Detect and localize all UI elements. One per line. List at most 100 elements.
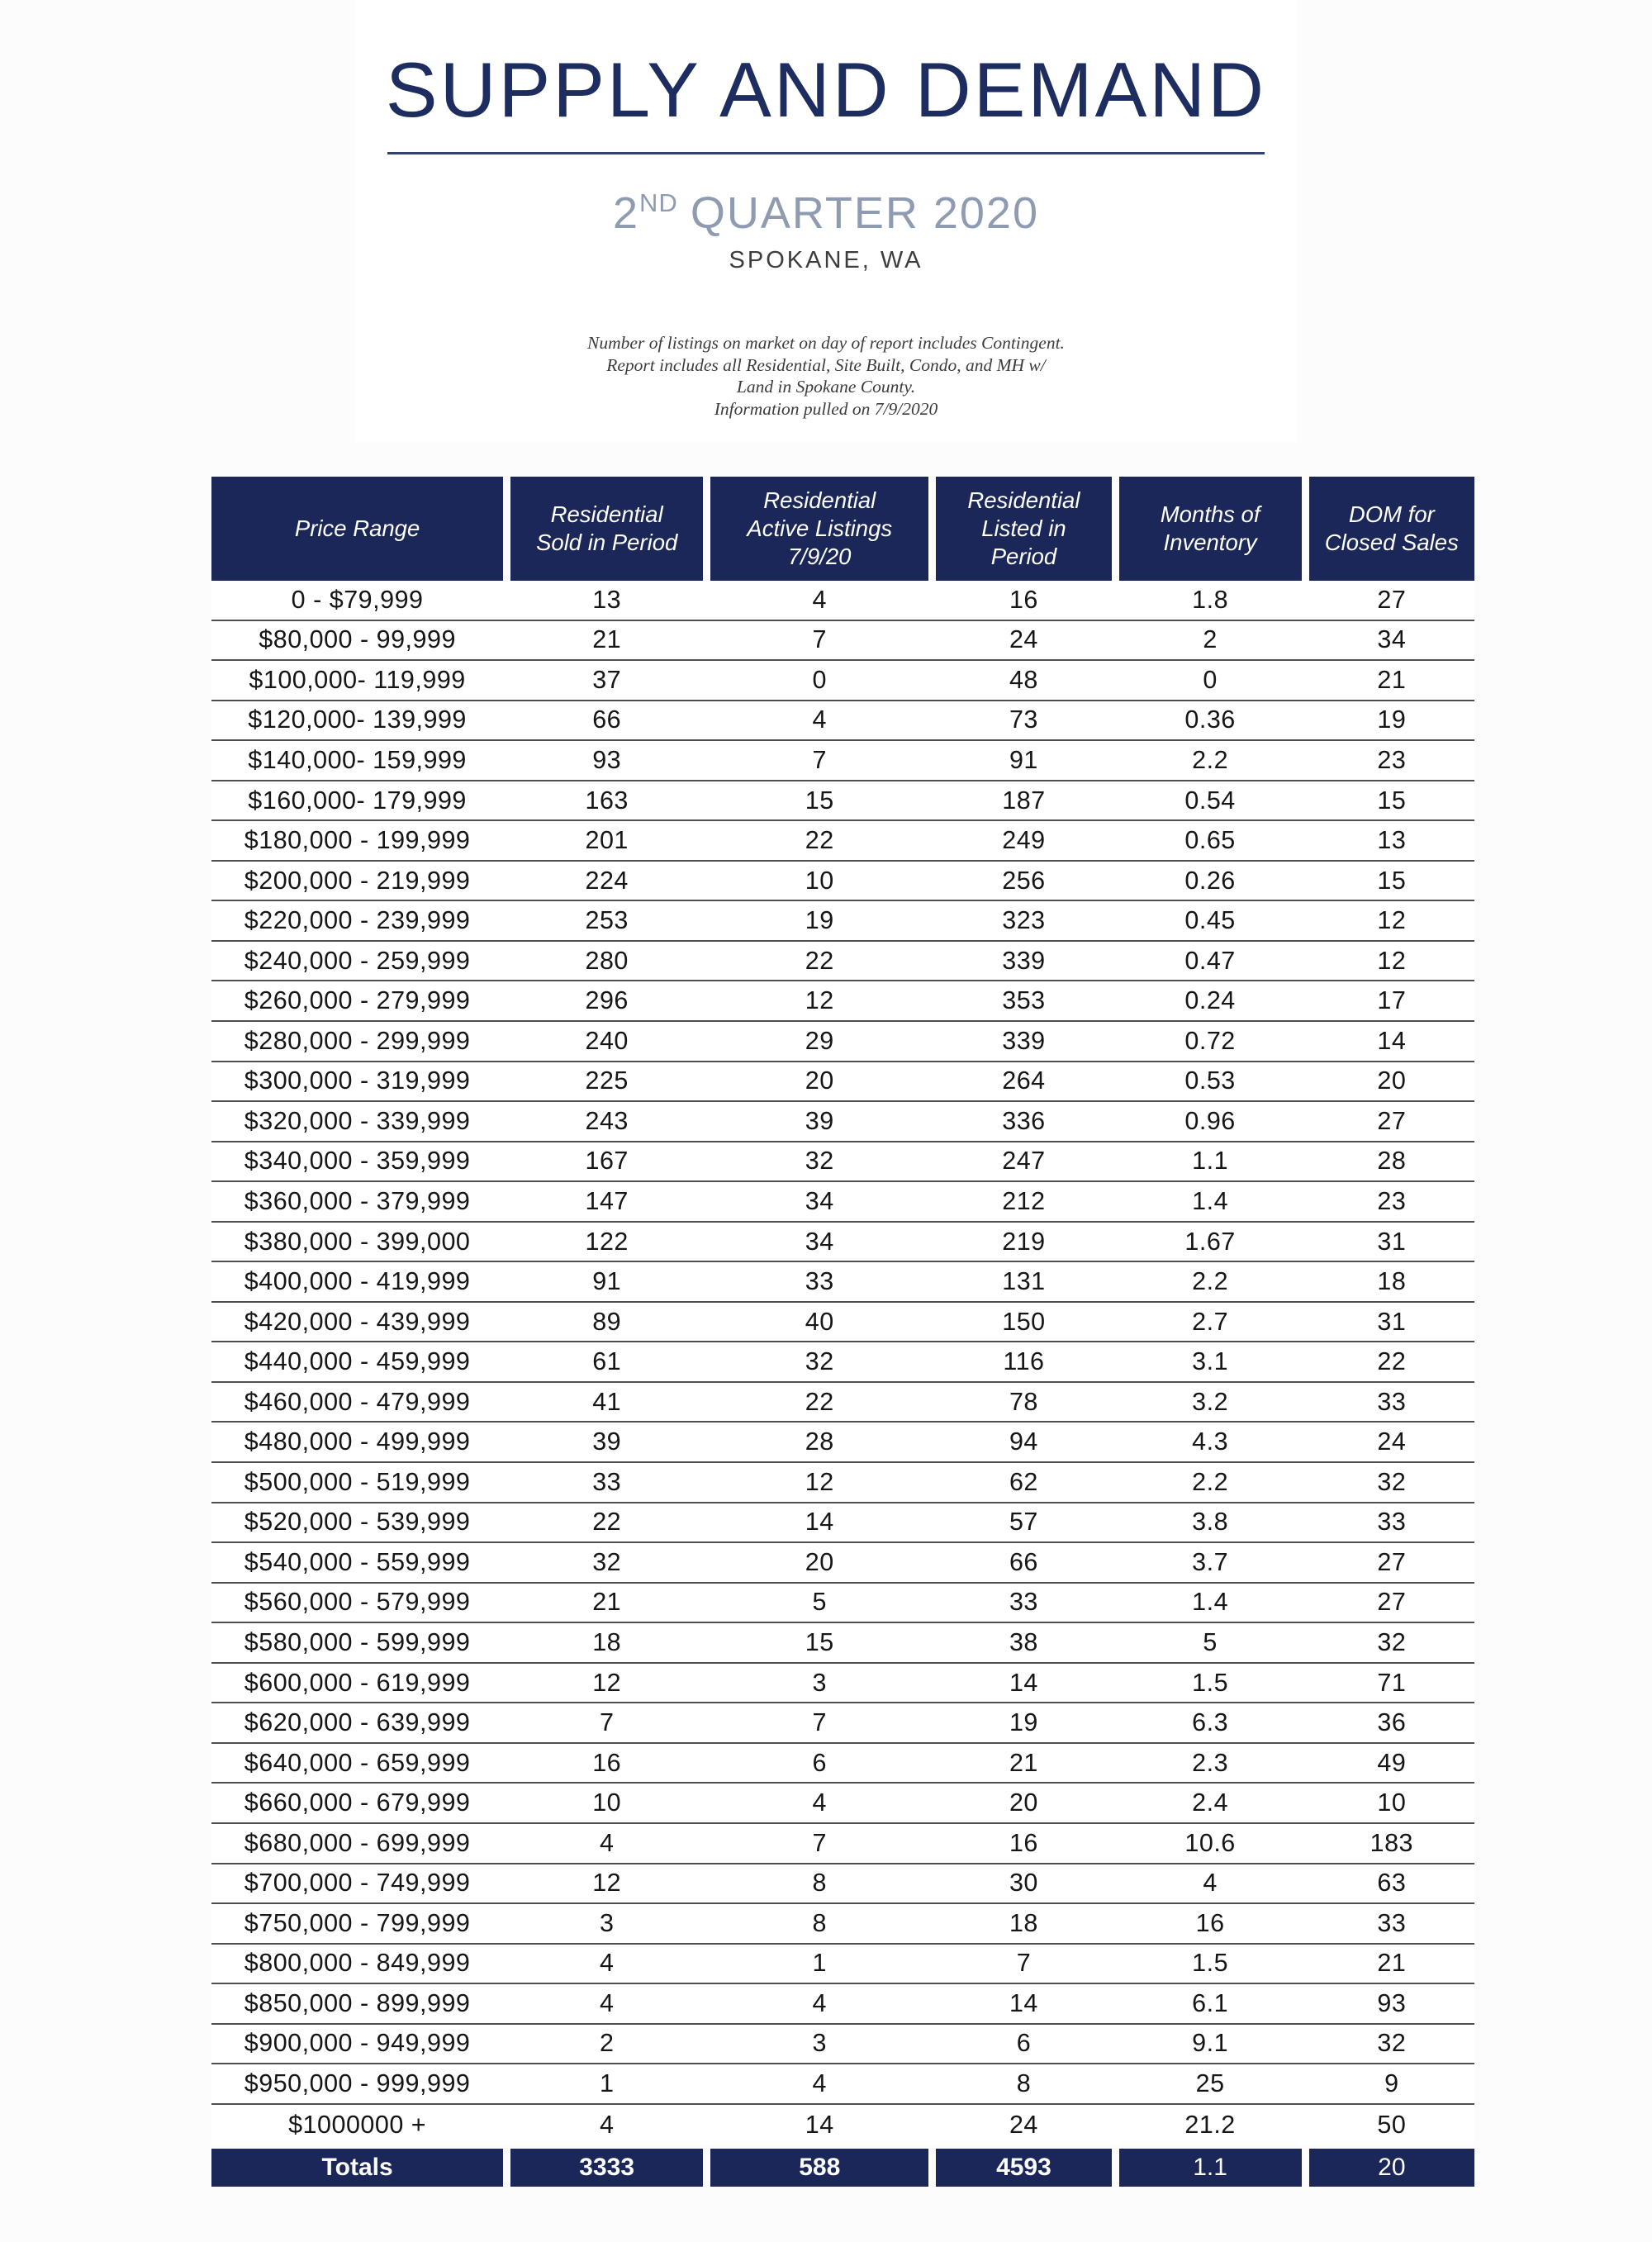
price-range-cell: $140,000- 159,999 xyxy=(248,745,467,774)
months-inventory-cell: 0.24 xyxy=(1184,986,1236,1015)
active-listings-cell: 19 xyxy=(805,906,834,935)
sold-cell: 224 xyxy=(585,866,629,895)
table-row: $300,000 - 319,999 225 20 264 0.53 20 xyxy=(211,1062,1474,1103)
sold-cell: 89 xyxy=(592,1307,622,1336)
sold-cell: 280 xyxy=(585,946,629,975)
table-row: $120,000- 139,999 66 4 73 0.36 19 xyxy=(211,701,1474,742)
listed-cell: 7 xyxy=(1016,1949,1032,1978)
listed-cell: 6 xyxy=(1016,2029,1032,2058)
active-listings-cell: 39 xyxy=(805,1106,834,1135)
listed-cell: 339 xyxy=(1002,946,1046,975)
dom-cell: 21 xyxy=(1377,1949,1407,1978)
sold-cell: 1 xyxy=(599,2069,615,2097)
sold-cell: 122 xyxy=(585,1227,629,1256)
sold-cell: 18 xyxy=(592,1627,622,1656)
sold-cell: 147 xyxy=(585,1186,629,1215)
months-inventory-cell: 0.47 xyxy=(1184,946,1236,975)
table-row: $220,000 - 239,999 253 19 323 0.45 12 xyxy=(211,901,1474,942)
sold-cell: 33 xyxy=(592,1467,622,1496)
price-range-cell: $100,000- 119,999 xyxy=(249,665,466,694)
months-inventory-cell: 21.2 xyxy=(1184,2110,1236,2139)
totals-months-inventory: 1.1 xyxy=(1118,2149,1302,2187)
price-range-cell: $380,000 - 399,000 xyxy=(244,1227,471,1256)
active-listings-cell: 1 xyxy=(812,1949,827,1978)
dom-cell: 18 xyxy=(1377,1267,1407,1296)
price-range-cell: $460,000 - 479,999 xyxy=(244,1387,471,1416)
listed-cell: 19 xyxy=(1009,1708,1038,1737)
price-range-cell: $280,000 - 299,999 xyxy=(244,1026,471,1055)
dom-cell: 33 xyxy=(1377,1908,1407,1937)
listed-cell: 73 xyxy=(1009,705,1038,734)
active-listings-cell: 32 xyxy=(805,1347,834,1376)
months-inventory-cell: 0 xyxy=(1203,665,1218,694)
price-range-cell: $200,000 - 219,999 xyxy=(244,866,471,895)
active-listings-cell: 33 xyxy=(805,1267,834,1296)
active-listings-cell: 22 xyxy=(805,946,834,975)
sold-cell: 296 xyxy=(585,986,629,1015)
table-row: $660,000 - 679,999 10 4 20 2.4 10 xyxy=(211,1784,1474,1824)
table-row: $600,000 - 619,999 12 3 14 1.5 71 xyxy=(211,1663,1474,1704)
sold-cell: 16 xyxy=(592,1748,622,1777)
months-inventory-cell: 2.2 xyxy=(1192,1267,1229,1296)
active-listings-cell: 7 xyxy=(812,1828,827,1857)
price-range-cell: $800,000 - 849,999 xyxy=(244,1949,471,1978)
listed-cell: 336 xyxy=(1002,1106,1046,1135)
price-range-cell: $850,000 - 899,999 xyxy=(244,1988,471,2017)
table-row: $750,000 - 799,999 3 8 18 16 33 xyxy=(211,1904,1474,1945)
dom-cell: 33 xyxy=(1377,1387,1407,1416)
table-row: $280,000 - 299,999 240 29 339 0.72 14 xyxy=(211,1022,1474,1062)
dom-cell: 183 xyxy=(1370,1828,1414,1857)
listed-cell: 62 xyxy=(1009,1467,1038,1496)
listed-cell: 187 xyxy=(1002,786,1046,815)
sold-cell: 2 xyxy=(599,2029,615,2058)
active-listings-cell: 15 xyxy=(805,786,834,815)
sold-cell: 253 xyxy=(585,906,629,935)
table-row: 0 - $79,999 13 4 16 1.8 27 xyxy=(211,581,1474,621)
table-row: $700,000 - 749,999 12 8 30 4 63 xyxy=(211,1864,1474,1905)
months-inventory-cell: 4.3 xyxy=(1192,1427,1229,1456)
report-note: Number of listings on market on day of r… xyxy=(587,333,1065,419)
header-active-listings: Residential Active Listings 7/9/20 xyxy=(710,477,929,581)
months-inventory-cell: 4 xyxy=(1203,1869,1218,1898)
table-body: 0 - $79,999 13 4 16 1.8 27 $80,000 - 99,999 21 7… xyxy=(211,581,1474,2145)
active-listings-cell: 7 xyxy=(812,1708,827,1737)
months-inventory-cell: 6.3 xyxy=(1192,1708,1229,1737)
dom-cell: 20 xyxy=(1377,1066,1407,1095)
sold-cell: 163 xyxy=(585,786,629,815)
table-row: $180,000 - 199,999 201 22 249 0.65 13 xyxy=(211,821,1474,862)
dom-cell: 31 xyxy=(1377,1307,1407,1336)
sold-cell: 10 xyxy=(592,1788,622,1817)
months-inventory-cell: 3.1 xyxy=(1192,1347,1229,1376)
sold-cell: 41 xyxy=(592,1387,622,1416)
price-range-cell: $340,000 - 359,999 xyxy=(244,1147,471,1176)
price-range-cell: $580,000 - 599,999 xyxy=(244,1627,471,1656)
listed-cell: 48 xyxy=(1009,665,1038,694)
price-range-cell: $180,000 - 199,999 xyxy=(244,826,471,855)
totals-sold: 3333 xyxy=(510,2149,704,2187)
dom-cell: 15 xyxy=(1377,866,1407,895)
sold-cell: 66 xyxy=(592,705,622,734)
dom-cell: 49 xyxy=(1377,1748,1407,1777)
dom-cell: 32 xyxy=(1377,1627,1407,1656)
sold-cell: 12 xyxy=(592,1668,622,1697)
report-location: SPOKANE, WA xyxy=(729,247,923,273)
months-inventory-cell: 1.5 xyxy=(1192,1668,1229,1697)
active-listings-cell: 3 xyxy=(812,1668,827,1697)
sold-cell: 22 xyxy=(592,1508,622,1537)
months-inventory-cell: 0.26 xyxy=(1184,866,1236,895)
months-inventory-cell: 5 xyxy=(1203,1627,1218,1656)
price-range-cell: $500,000 - 519,999 xyxy=(244,1467,471,1496)
table-row: $580,000 - 599,999 18 15 38 5 32 xyxy=(211,1623,1474,1664)
sold-cell: 225 xyxy=(585,1066,629,1095)
dom-cell: 10 xyxy=(1377,1788,1407,1817)
active-listings-cell: 4 xyxy=(812,1988,827,2017)
dom-cell: 32 xyxy=(1377,1467,1407,1496)
active-listings-cell: 20 xyxy=(805,1066,834,1095)
price-range-cell: $520,000 - 539,999 xyxy=(244,1508,471,1537)
dom-cell: 31 xyxy=(1377,1227,1407,1256)
months-inventory-cell: 10.6 xyxy=(1184,1828,1236,1857)
listed-cell: 339 xyxy=(1002,1026,1046,1055)
dom-cell: 63 xyxy=(1377,1869,1407,1898)
price-range-cell: $360,000 - 379,999 xyxy=(244,1186,471,1215)
totals-listed: 4593 xyxy=(936,2149,1112,2187)
